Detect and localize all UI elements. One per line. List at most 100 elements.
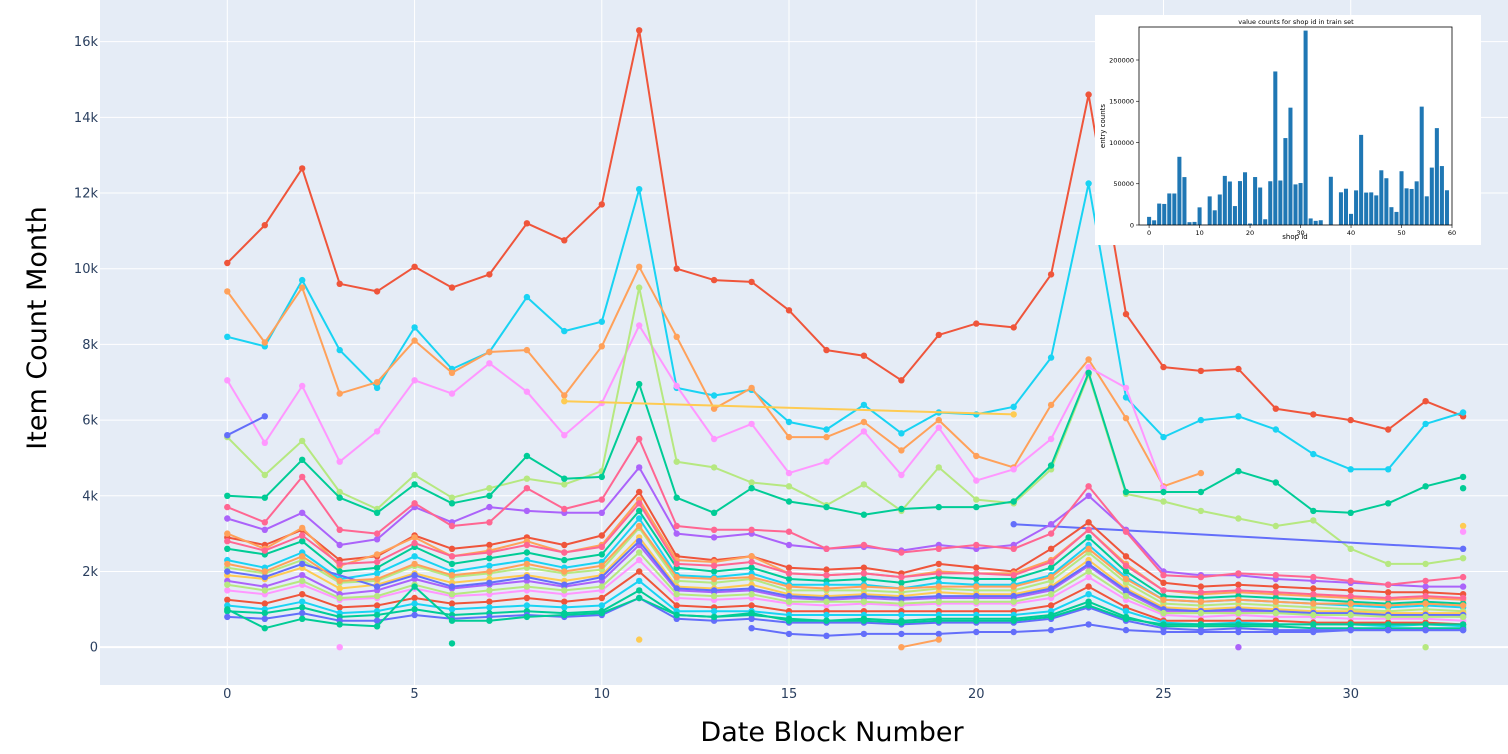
data-point <box>1272 621 1280 628</box>
data-point <box>785 630 793 638</box>
series-18 <box>224 538 1467 619</box>
data-point <box>598 532 605 539</box>
inset-x-tick-label: 50 <box>1397 229 1405 237</box>
data-point <box>299 532 306 539</box>
data-point <box>373 602 381 609</box>
data-point <box>1010 598 1017 605</box>
data-point <box>785 617 793 624</box>
data-point <box>1160 587 1167 594</box>
inset-x-ticks: 0 10 20 30 40 50 60 <box>1147 225 1456 237</box>
inset-bar <box>1444 190 1449 225</box>
data-point <box>1047 521 1055 528</box>
data-point <box>710 435 718 443</box>
x-tick-label: 15 <box>781 687 798 702</box>
data-point <box>973 320 980 327</box>
data-point <box>823 617 830 624</box>
x-tick-label: 30 <box>1342 687 1359 702</box>
data-point <box>336 488 343 496</box>
data-point <box>1122 615 1130 622</box>
data-point <box>1047 613 1055 621</box>
data-point <box>448 606 456 613</box>
data-point <box>373 592 381 600</box>
data-point <box>973 496 980 503</box>
inset-bar <box>1303 30 1308 225</box>
data-point <box>1085 568 1092 575</box>
data-point <box>1272 522 1280 530</box>
series-line <box>227 182 1464 471</box>
data-point <box>1160 572 1167 579</box>
data-point <box>411 606 418 613</box>
data-point <box>1347 611 1354 619</box>
inset-bar <box>1197 207 1202 225</box>
data-point <box>1310 573 1317 581</box>
data-point <box>785 570 793 577</box>
data-point <box>261 494 268 501</box>
data-point <box>373 509 381 516</box>
data-point <box>448 545 456 552</box>
data-point <box>1347 577 1354 585</box>
data-point <box>598 509 605 516</box>
data-point <box>1047 354 1055 361</box>
data-point <box>299 604 306 611</box>
data-point <box>748 384 755 392</box>
data-point <box>561 598 568 605</box>
series-31 <box>336 644 343 651</box>
data-point <box>935 570 942 577</box>
data-point <box>973 592 980 600</box>
series-line <box>227 525 1464 607</box>
data-point <box>448 591 456 598</box>
data-point <box>523 560 531 568</box>
data-point <box>748 602 755 609</box>
data-point <box>486 562 493 569</box>
data-point <box>1085 526 1092 533</box>
data-point <box>636 577 643 585</box>
series-line <box>226 324 1165 489</box>
data-point <box>1459 573 1467 581</box>
data-point <box>523 594 531 602</box>
data-point <box>299 456 306 463</box>
data-point <box>598 602 605 609</box>
data-point <box>1422 483 1429 490</box>
data-point <box>561 549 568 556</box>
data-point <box>973 477 980 484</box>
data-point <box>261 339 268 346</box>
data-point <box>598 201 605 208</box>
data-point <box>486 519 493 526</box>
data-point <box>673 602 680 609</box>
data-point <box>823 632 830 639</box>
data-point <box>1347 621 1354 628</box>
inset-bar <box>1167 193 1172 225</box>
data-point <box>486 604 493 611</box>
data-point <box>261 519 268 526</box>
data-point <box>823 503 830 511</box>
data-point <box>411 594 418 602</box>
data-point <box>1272 598 1280 605</box>
data-point <box>1422 600 1429 607</box>
data-point <box>1385 589 1392 596</box>
data-point <box>299 284 306 291</box>
data-point <box>411 572 418 579</box>
inset-y-tick-label: 150000 <box>1109 98 1134 106</box>
data-point <box>598 551 605 558</box>
data-point <box>373 536 381 543</box>
data-point <box>1459 602 1467 609</box>
data-point <box>673 494 680 501</box>
data-point <box>785 498 793 505</box>
data-point <box>710 405 718 412</box>
data-point <box>261 587 268 594</box>
data-point <box>935 503 942 511</box>
data-point <box>523 602 531 609</box>
data-point <box>748 609 755 617</box>
data-point <box>1197 609 1205 617</box>
grid-lines <box>100 0 1508 685</box>
data-point <box>486 617 493 624</box>
data-point <box>1197 628 1205 636</box>
data-point <box>1459 626 1467 634</box>
data-point <box>1010 583 1017 590</box>
data-point <box>299 609 306 617</box>
data-point <box>898 549 905 556</box>
data-point <box>1085 534 1092 541</box>
data-point <box>860 418 868 426</box>
data-point <box>1085 369 1092 376</box>
data-point <box>823 585 830 592</box>
